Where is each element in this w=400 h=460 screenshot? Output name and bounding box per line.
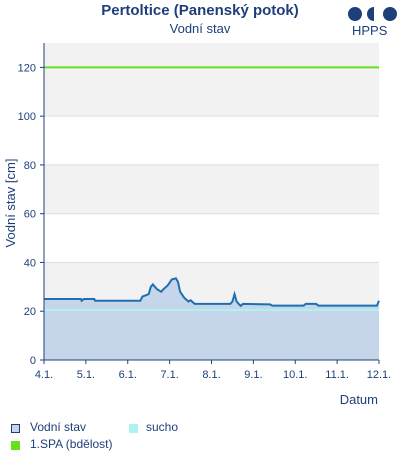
x-tick-label: 7.1. — [160, 369, 178, 381]
chart-area: 0 20 40 60 80 100 120 4.1. 5.1. 6.1. 7.1. 8.1. 9.1.… — [3, 43, 391, 407]
legend-spa1-swatch — [11, 441, 20, 450]
x-tick-label: 4.1. — [35, 369, 53, 381]
plot-background — [44, 43, 379, 312]
legend-water-swatch — [11, 424, 20, 433]
logo-text: HPPS — [352, 23, 388, 38]
x-tick-label: 10.1. — [283, 369, 307, 381]
x-tick-label: 6.1. — [119, 369, 137, 381]
water-level-area — [44, 278, 379, 360]
legend-spa1-label: 1.SPA (bdělost) — [30, 437, 113, 451]
chart-subtitle: Vodní stav — [169, 21, 231, 36]
y-tick-label: 20 — [24, 306, 36, 318]
x-tick-label: 8.1. — [202, 369, 220, 381]
chart-title: Pertoltice (Panenský potok) — [101, 2, 299, 19]
water-level-line — [43, 277, 380, 308]
x-tick-label: 12.1. — [367, 369, 391, 381]
plot-band — [44, 67, 379, 117]
y-tick-label: 100 — [18, 111, 36, 123]
hpps-logo — [348, 7, 397, 21]
x-axis-label: Datum — [340, 392, 378, 407]
y-tick-label: 80 — [24, 160, 36, 172]
y-tick-label: 120 — [18, 62, 36, 74]
y-tick-label: 60 — [24, 209, 36, 221]
y-tick-label: 40 — [24, 257, 36, 269]
y-tick-label: 0 — [30, 355, 36, 367]
y-axis-label: Vodní stav [cm] — [3, 159, 18, 248]
x-tick-label: 5.1. — [77, 369, 95, 381]
legend-drought-label: sucho — [146, 420, 179, 434]
y-tick-labels: 0 20 40 60 80 100 120 — [18, 62, 44, 367]
x-tick-label: 11.1. — [325, 369, 349, 381]
legend-drought-swatch — [129, 424, 138, 433]
legend-water-label: Vodní stav — [30, 420, 87, 434]
plot-band — [44, 43, 379, 68]
x-tick-labels: 4.1. 5.1. 6.1. 7.1. 8.1. 9.1. 10.1. 11.1. 12.1. — [35, 360, 391, 381]
x-tick-label: 9.1. — [244, 369, 262, 381]
plot-band — [44, 164, 379, 214]
